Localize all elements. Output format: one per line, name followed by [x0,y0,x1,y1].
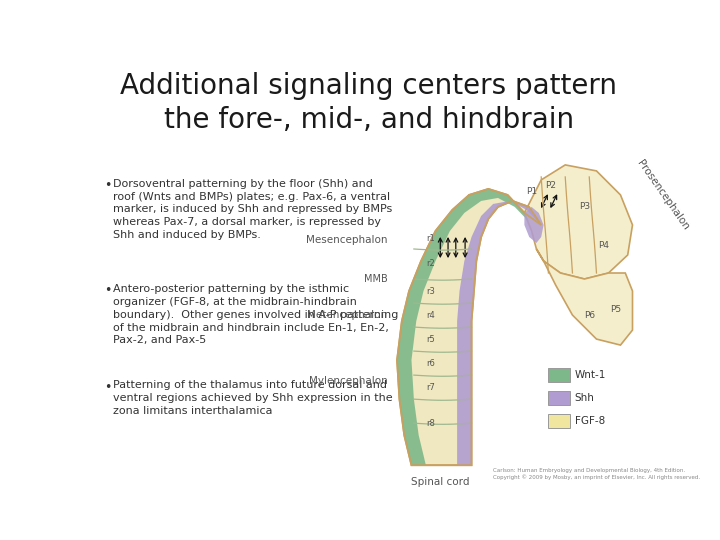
Text: Mylencephalon: Mylencephalon [309,376,387,386]
Text: Additional signaling centers pattern
the fore-, mid-, and hindbrain: Additional signaling centers pattern the… [120,72,618,134]
Text: Shh: Shh [575,393,595,403]
Polygon shape [397,189,529,465]
Text: P1: P1 [526,187,537,197]
Text: r5: r5 [426,335,435,343]
Text: Dorsoventral patterning by the floor (Shh) and
roof (Wnts and BMPs) plates; e.g.: Dorsoventral patterning by the floor (Sh… [113,179,392,240]
Polygon shape [457,201,541,465]
Text: Patterning of the thalamus into future dorsal and
ventral regions achieved by Sh: Patterning of the thalamus into future d… [113,381,393,416]
Text: P2: P2 [545,181,557,191]
Text: Antero-posterior patterning by the isthmic
organizer (FGF-8, at the midbrain-hin: Antero-posterior patterning by the isthm… [113,284,399,346]
Text: r3: r3 [426,287,435,295]
Polygon shape [524,165,632,279]
Text: Carlson: Human Embryology and Developmental Biology, 4th Edition.
Copyright © 20: Carlson: Human Embryology and Developmen… [493,468,701,480]
Text: Prosencephalon: Prosencephalon [635,158,690,232]
Text: •: • [104,381,112,394]
FancyBboxPatch shape [549,368,570,382]
Text: Spinal cord: Spinal cord [411,477,469,487]
Polygon shape [536,249,632,345]
Text: P3: P3 [579,202,590,212]
Text: Wnt-1: Wnt-1 [575,370,606,380]
Text: r2: r2 [426,260,435,268]
Text: MMB: MMB [364,274,387,284]
FancyBboxPatch shape [549,414,570,428]
Text: r4: r4 [426,310,435,320]
Text: r1: r1 [426,234,435,243]
Text: P6: P6 [584,310,595,320]
Text: •: • [104,179,112,192]
Text: •: • [104,284,112,297]
Text: Metencephalon: Metencephalon [307,310,387,320]
Text: r8: r8 [426,418,435,428]
FancyBboxPatch shape [549,392,570,405]
Text: r6: r6 [426,359,435,368]
Text: P4: P4 [598,241,609,251]
Text: Mesencephalon: Mesencephalon [306,235,387,245]
Text: FGF-8: FGF-8 [575,416,605,426]
Polygon shape [524,207,544,243]
Polygon shape [397,189,541,465]
Text: P5: P5 [610,305,621,314]
Text: r7: r7 [426,383,435,391]
